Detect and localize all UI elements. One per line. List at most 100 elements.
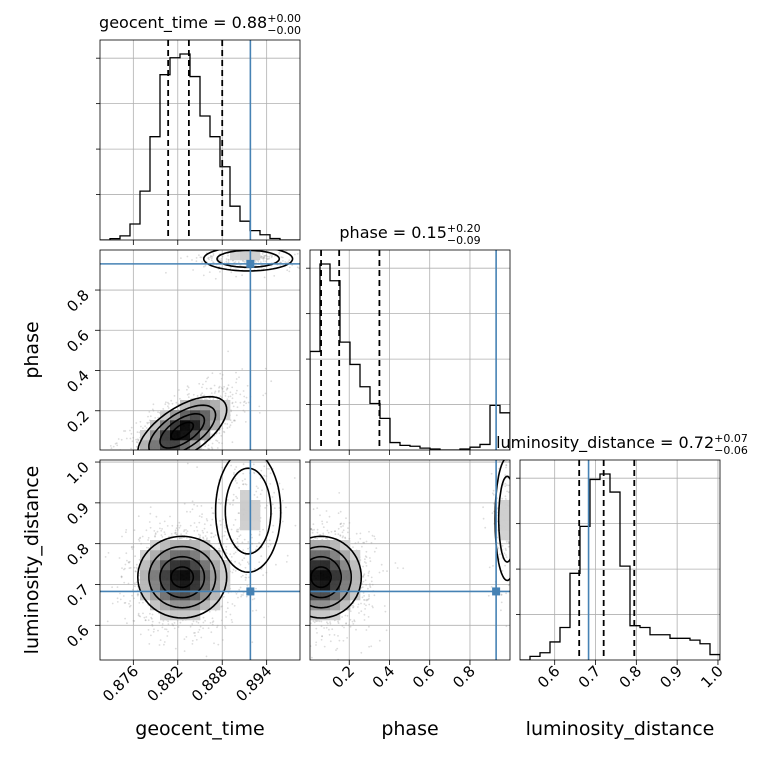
sample-point [106,620,109,623]
sample-point [219,520,221,522]
sample-point [226,499,229,501]
sample-point [235,378,238,380]
sample-point [265,475,268,478]
sample-point [211,447,214,450]
sample-point [179,537,181,540]
sample-point [143,616,146,619]
sample-point [319,533,322,536]
sample-point [369,557,371,559]
sample-point [313,528,315,531]
sample-point [329,622,332,625]
sample-point [146,421,149,424]
sample-point [130,426,133,429]
sample-point [271,607,273,609]
sample-point [213,392,216,394]
sample-point [200,636,203,639]
sample-point [170,454,172,456]
sample-point [233,473,235,476]
density-cell [190,400,201,411]
sample-point [254,264,257,267]
sample-point [267,442,269,444]
sample-point [512,476,514,478]
sample-point [291,551,293,553]
sample-point [135,441,138,443]
sample-point [282,592,284,594]
sample-point [210,392,213,394]
sample-point [358,612,360,614]
sample-point [119,592,121,595]
sample-point [122,466,124,468]
sample-point [221,605,224,607]
density-cell [150,560,161,571]
sample-point [125,552,128,555]
sample-point [298,267,300,269]
sample-point [210,446,213,449]
sample-point [206,377,209,380]
sample-point [154,470,156,472]
sample-point [259,493,262,495]
sample-point [186,454,188,456]
sample-point [292,558,294,560]
sample-point [284,569,286,571]
sample-point [306,600,308,602]
sample-point [147,451,149,453]
sample-point [293,606,295,608]
sample-point [245,448,247,450]
sample-point [198,382,201,385]
sample-point [278,572,280,574]
sample-point [183,638,186,640]
sample-point [295,611,297,613]
sample-point [335,649,337,651]
sample-point [305,558,307,560]
sample-point [308,580,310,582]
sample-point [337,512,340,515]
sample-point [281,620,283,622]
sample-point [293,612,295,614]
sample-point [236,456,238,458]
sample-point [239,563,242,566]
sample-point [231,402,234,405]
sample-point [304,603,306,605]
sample-point [301,574,303,576]
sample-point [235,495,238,498]
sample-point [172,452,174,454]
density-cell [210,400,221,411]
sample-point [210,507,213,509]
sample-point [290,593,292,595]
sample-point [235,593,238,595]
sample-point [225,258,228,260]
sample-point [157,411,159,413]
sample-point [305,605,307,607]
sample-point [231,401,234,404]
sample-point [219,462,221,464]
sample-point [365,604,367,607]
sample-point [344,614,347,617]
x-tick-label-geocent_time: 0.894 [232,662,275,705]
density-cell [200,560,211,571]
sample-point [328,633,331,636]
sample-point [200,394,202,397]
sample-point [251,610,254,612]
y-tick-label-luminosity_distance: 1.0 [63,458,93,488]
sample-point [368,583,371,586]
density-cell [170,440,181,450]
sample-point [286,530,288,532]
sample-point [364,608,366,610]
density-cell [240,520,251,531]
contours [136,460,282,619]
sample-point [331,628,334,631]
sample-point [224,524,227,527]
sample-point [247,541,250,543]
sample-point [239,586,242,589]
sample-point [296,252,299,255]
sample-point [122,454,124,456]
sample-point [185,451,187,453]
sample-point [284,566,286,568]
sample-point [226,538,229,541]
sample-point [346,615,349,617]
sample-point [139,453,141,455]
sample-point [154,535,156,537]
sample-point [130,432,133,435]
sample-point [263,256,265,259]
panel-content [104,442,297,658]
